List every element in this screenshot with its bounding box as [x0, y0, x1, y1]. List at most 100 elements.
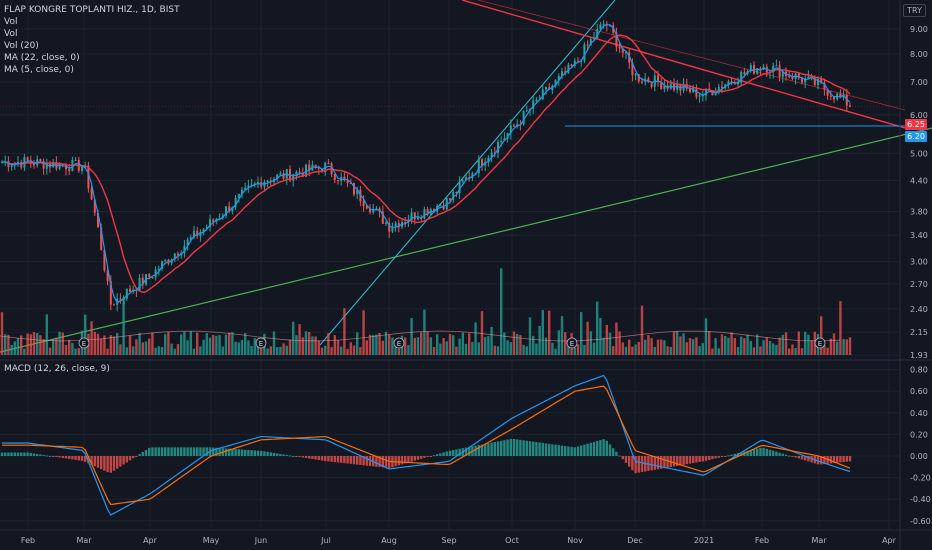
- candle-body: [634, 74, 637, 76]
- candle-body: [484, 162, 487, 166]
- macd-histogram-bar: [176, 447, 180, 456]
- candle-body: [279, 173, 282, 175]
- macd-histogram-bar: [564, 446, 567, 456]
- legend-vol-20[interactable]: Vol (20): [4, 41, 39, 51]
- macd-histogram-bar: [346, 456, 349, 464]
- macd-y-tick-label: -0.40: [910, 495, 931, 504]
- macd-histogram-bar: [842, 456, 845, 463]
- macd-histogram-bar: [20, 452, 23, 456]
- candle-body: [423, 209, 426, 219]
- volume-bar: [23, 348, 26, 355]
- legend-vol-1[interactable]: Vol: [4, 17, 18, 27]
- macd-histogram-bar: [247, 449, 250, 456]
- macd-histogram-bar: [109, 456, 112, 473]
- candle-body: [250, 184, 253, 186]
- candle-body: [522, 110, 525, 125]
- volume-bar: [564, 332, 567, 355]
- candle-body: [596, 29, 599, 39]
- x-tick-label: Dec: [627, 536, 642, 545]
- candle-body: [49, 163, 51, 168]
- last-price-tag: 6.25: [905, 119, 927, 130]
- candle-body: [829, 95, 832, 97]
- currency-badge[interactable]: TRY: [903, 4, 926, 17]
- volume-bar: [109, 335, 112, 355]
- macd-legend[interactable]: MACD (12, 26, close, 9): [4, 364, 110, 374]
- volume-bar: [388, 334, 391, 355]
- volume-ma-line: [0, 330, 841, 342]
- volume-bar: [509, 342, 512, 355]
- macd-histogram-bar: [160, 447, 164, 456]
- candle-body: [557, 75, 560, 81]
- volume-bar: [362, 310, 365, 355]
- macd-histogram-bar: [439, 453, 442, 456]
- macd-histogram-bar: [576, 446, 580, 456]
- volume-bar: [221, 346, 224, 355]
- volume-bar: [544, 337, 548, 355]
- x-tick-label: Feb: [21, 536, 35, 545]
- macd-histogram-bar: [388, 456, 391, 469]
- candle-body: [247, 185, 250, 188]
- macd-histogram-bar: [7, 452, 10, 456]
- macd-histogram-bar: [650, 456, 653, 471]
- macd-histogram-bar: [820, 456, 823, 465]
- y-tick-label: 5.00: [910, 149, 928, 158]
- candle-body: [20, 161, 23, 168]
- legend-ma22[interactable]: MA (22, close, 0): [4, 53, 80, 63]
- volume-bar: [624, 346, 628, 355]
- volume-bar: [551, 342, 554, 355]
- volume-bar: [656, 339, 660, 355]
- macd-histogram-bar: [55, 456, 58, 457]
- candle-body: [845, 94, 848, 106]
- macd-histogram-bar: [327, 456, 330, 462]
- candle-body: [564, 71, 567, 74]
- macd-histogram-bar: [746, 450, 749, 456]
- volume-bar: [231, 332, 234, 355]
- candle-body: [161, 261, 163, 269]
- macd-histogram-bar: [151, 447, 154, 456]
- volume-bar: [487, 336, 490, 355]
- volume-bar: [554, 348, 557, 355]
- volume-bar: [311, 336, 314, 355]
- volume-bar: [784, 332, 788, 355]
- legend-ma5[interactable]: MA (5, close, 0): [4, 65, 74, 75]
- candle-body: [455, 192, 458, 194]
- macd-histogram-bar: [157, 447, 160, 456]
- volume-bar: [173, 348, 176, 355]
- candle-body: [817, 79, 819, 86]
- candle-body: [778, 65, 781, 77]
- volume-bar: [653, 346, 656, 355]
- volume-bar: [260, 344, 263, 355]
- candle-body: [727, 81, 730, 85]
- volume-bar: [804, 331, 807, 355]
- candle-body: [356, 189, 359, 195]
- volume-bar: [234, 341, 237, 355]
- macd-histogram-bar: [269, 452, 272, 456]
- macd-histogram-bar: [653, 456, 656, 470]
- legend-vol-2[interactable]: Vol: [4, 29, 18, 39]
- candle-body: [676, 84, 679, 90]
- volume-bar: [429, 337, 432, 355]
- volume-bar: [768, 340, 772, 355]
- x-tick-label: Mar: [76, 536, 92, 545]
- candle-body: [823, 82, 826, 90]
- macd-histogram-bar: [16, 452, 20, 456]
- volume-bar: [698, 346, 701, 355]
- volume-bar: [13, 341, 16, 355]
- macd-histogram-bar: [692, 456, 695, 464]
- volume-bar: [77, 348, 80, 355]
- volume-bar: [279, 346, 282, 355]
- x-tick-label: Apr: [143, 536, 158, 545]
- volume-bar: [237, 342, 240, 355]
- macd-histogram-bar: [436, 454, 439, 456]
- x-tick-label: Apr: [882, 536, 897, 545]
- earnings-marker: [814, 337, 826, 349]
- x-tick-label: Mar: [811, 536, 827, 545]
- macd-histogram-bar: [71, 456, 74, 460]
- volume-bar: [714, 338, 717, 355]
- macd-histogram-bar: [352, 456, 356, 465]
- candle-body: [721, 86, 723, 89]
- candle-body: [103, 249, 106, 271]
- candle-body: [164, 259, 167, 262]
- volume-bar: [202, 339, 205, 355]
